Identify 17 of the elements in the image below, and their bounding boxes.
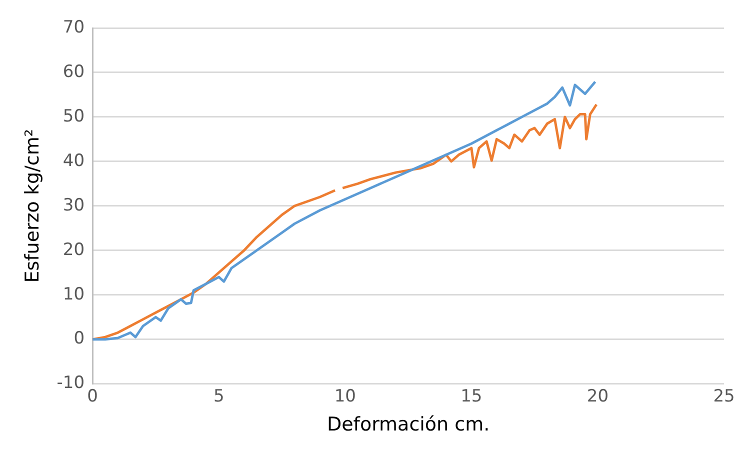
x-tick-label: 25 (713, 386, 735, 406)
y-tick-label: 70 (62, 17, 85, 38)
y-tick-label: 50 (62, 106, 85, 126)
y-tick-label: 20 (62, 240, 85, 260)
x-tick-label: 0 (87, 386, 98, 406)
y-tick-label: 10 (62, 284, 85, 304)
x-tick-label: 5 (213, 386, 224, 406)
y-tick-label: 40 (62, 150, 85, 171)
y-tick-label: 30 (62, 195, 85, 216)
y-tick-label: -10 (56, 373, 85, 394)
x-axis-title: Deformación cm. (326, 414, 490, 436)
x-tick-label: 20 (586, 386, 609, 406)
y-tick-label: 60 (62, 62, 85, 82)
x-tick-label: 15 (460, 386, 482, 406)
x-tick-label: 10 (334, 386, 356, 406)
y-tick-label: 0 (74, 328, 85, 349)
y-axis-title: Esfuerzo kg/cm² (21, 128, 44, 283)
